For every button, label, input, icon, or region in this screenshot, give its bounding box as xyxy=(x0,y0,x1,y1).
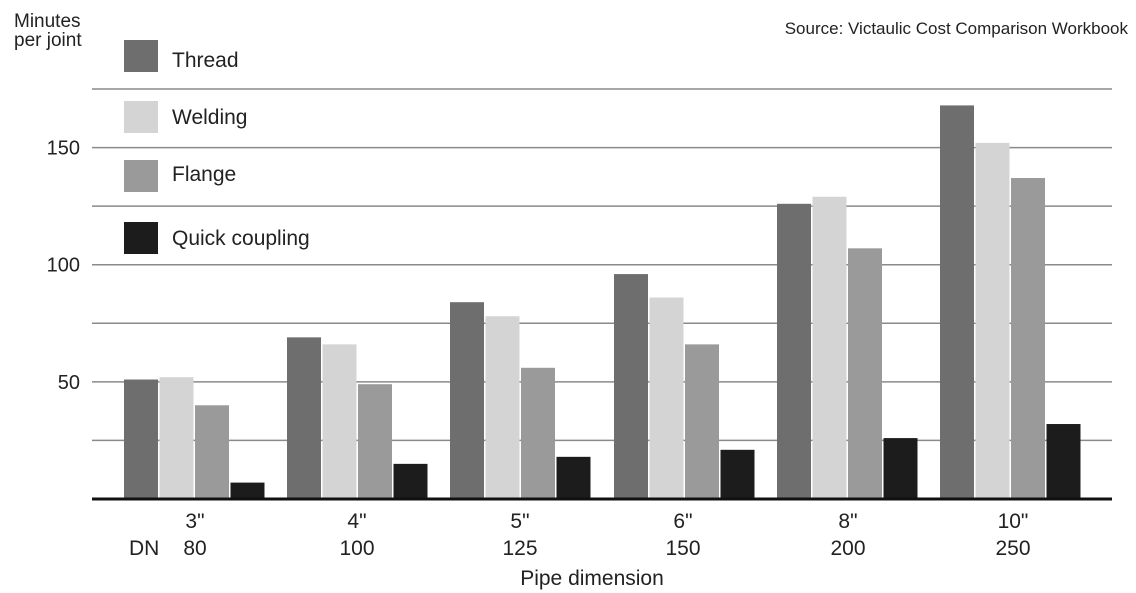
x-tick-label-inch: 6" xyxy=(673,510,692,533)
bar-quick-coupling xyxy=(230,482,265,499)
bar-flange xyxy=(1011,178,1045,499)
y-tick-labels: 50 100 150 xyxy=(47,138,80,394)
x-tick-label-inch: 3" xyxy=(185,510,204,533)
bar-welding xyxy=(649,297,684,499)
x-tick-label-inch: 8" xyxy=(838,510,857,533)
legend-label: Welding xyxy=(172,106,248,129)
bar-thread xyxy=(777,203,811,500)
bar-thread xyxy=(940,105,974,500)
x-axis-label: Pipe dimension xyxy=(520,567,664,590)
x-tick-label-dn: 125 xyxy=(502,537,537,560)
y-tick-label: 150 xyxy=(47,138,80,160)
legend-label: Flange xyxy=(172,163,236,186)
legend-swatch xyxy=(124,40,158,72)
bar-quick-coupling xyxy=(883,438,918,499)
bar-thread xyxy=(614,274,648,499)
legend-label: Thread xyxy=(172,49,239,72)
bar-flange xyxy=(521,367,555,499)
legend: Thread Welding Flange Quick coupling xyxy=(124,40,310,254)
legend-swatch xyxy=(124,222,158,254)
bar-welding xyxy=(975,142,1010,499)
gridlines xyxy=(92,88,1112,442)
category-labels: 3" 80 4" 100 5" 125 6" 150 8" 200 10" 250 xyxy=(183,510,1030,560)
bar-welding xyxy=(159,377,194,499)
legend-swatch xyxy=(124,160,158,192)
y-tick-label: 50 xyxy=(58,372,80,394)
x-tick-label-dn: 200 xyxy=(830,537,865,560)
bars xyxy=(124,105,1081,500)
bar-flange xyxy=(685,344,719,499)
bar-thread xyxy=(287,337,321,499)
bar-thread xyxy=(450,302,484,499)
bar-welding xyxy=(812,196,847,499)
bar-quick-coupling xyxy=(720,449,755,499)
y-axis-label-line-1: Minutes xyxy=(14,11,81,32)
bar-flange xyxy=(195,405,229,499)
bar-quick-coupling xyxy=(1046,424,1081,499)
x-tick-label-dn: 150 xyxy=(665,537,700,560)
source-note: Source: Victaulic Cost Comparison Workbo… xyxy=(785,19,1129,38)
bar-welding xyxy=(485,316,520,499)
x-tick-label-inch: 5" xyxy=(510,510,529,533)
bar-quick-coupling xyxy=(556,456,591,499)
bar-thread xyxy=(124,379,158,499)
x-tick-label-dn: 80 xyxy=(183,537,206,560)
x-tick-label-inch: 4" xyxy=(347,510,366,533)
x-tick-label-inch: 10" xyxy=(998,510,1029,533)
bar-welding xyxy=(322,344,357,499)
bar-flange xyxy=(358,384,392,499)
legend-label: Quick coupling xyxy=(172,227,310,250)
x-tick-label-dn: 100 xyxy=(339,537,374,560)
dn-label: DN xyxy=(129,537,159,560)
bar-quick-coupling xyxy=(393,463,428,499)
y-tick-label: 100 xyxy=(47,255,80,277)
bar-flange xyxy=(848,248,882,499)
y-axis-label-line-2: per joint xyxy=(14,30,82,51)
x-tick-label-dn: 250 xyxy=(995,537,1030,560)
legend-swatch xyxy=(124,101,158,133)
